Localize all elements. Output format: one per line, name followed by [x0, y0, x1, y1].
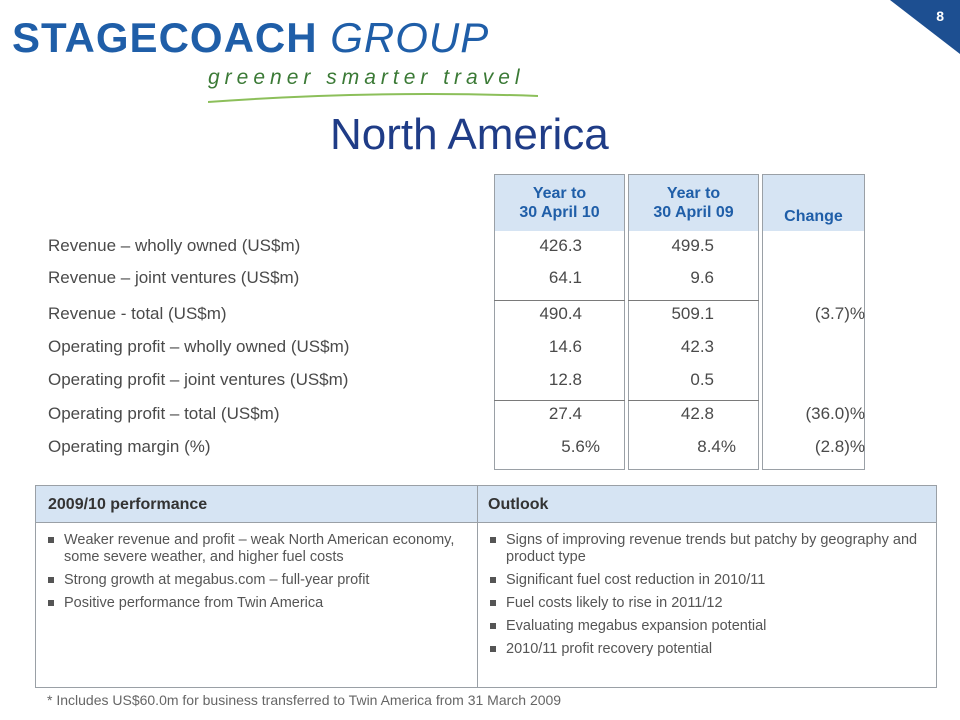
subtotal-rule	[628, 300, 759, 301]
row-value-2010: 5.6%	[561, 437, 600, 456]
row-value-change: (2.8)%	[814, 437, 865, 456]
row-value-2009: 9.6	[690, 268, 714, 287]
row-value-2010: 12.8	[548, 370, 582, 389]
performance-bullet: Weaker revenue and profit – weak North A…	[46, 532, 466, 566]
row-label: Revenue – joint ventures (US$m)	[48, 268, 300, 287]
row-value-2010: 64.1	[548, 268, 582, 287]
logo-swoosh-icon	[208, 93, 538, 103]
footnote: * Includes US$60.0m for business transfe…	[47, 692, 562, 708]
outlook-bullet: Significant fuel cost reduction in 2010/…	[488, 572, 928, 589]
subtotal-rule	[628, 400, 759, 401]
row-value-2010: 14.6	[548, 337, 582, 356]
page-number-badge: 8	[890, 0, 960, 54]
column-year-2009: Year to 30 April 09	[628, 174, 759, 470]
row-label: Operating profit – joint ventures (US$m)	[48, 370, 349, 389]
column-divider	[477, 486, 478, 687]
outlook-bullet: Evaluating megabus expansion potential	[488, 618, 928, 635]
outlook-heading: Outlook	[488, 496, 549, 513]
row-value-2009: 42.3	[680, 337, 714, 356]
stagecoach-logo: STAGECOACH GROUP greener smarter travel	[12, 14, 552, 104]
performance-heading: 2009/10 performance	[48, 496, 208, 513]
commentary-table-header: 2009/10 performance Outlook	[36, 486, 936, 523]
logo-wordmark-secondary: GROUP	[330, 14, 490, 61]
subtotal-rule	[494, 300, 625, 301]
commentary-table: 2009/10 performance Outlook Weaker reven…	[35, 485, 937, 688]
column-header-2010-line2: 30 April 10	[519, 204, 600, 221]
row-value-change: (36.0)%	[805, 404, 865, 423]
column-header-2009-line2: 30 April 09	[653, 204, 734, 221]
outlook-bullets: Signs of improving revenue trends but pa…	[488, 532, 928, 664]
performance-bullet: Positive performance from Twin America	[46, 595, 466, 612]
logo-wordmark-primary: STAGECOACH	[12, 14, 318, 61]
row-value-2009: 499.5	[671, 236, 714, 255]
logo-wordmark: STAGECOACH GROUP	[12, 14, 489, 62]
outlook-bullet: Fuel costs likely to rise in 2011/12	[488, 595, 928, 612]
row-value-2010: 490.4	[539, 304, 582, 323]
row-value-2009: 42.8	[680, 404, 714, 423]
performance-bullets: Weaker revenue and profit – weak North A…	[46, 532, 466, 618]
page-badge-shape-icon	[890, 0, 960, 54]
row-value-2010: 426.3	[539, 236, 582, 255]
row-label: Revenue – wholly owned (US$m)	[48, 236, 301, 255]
row-value-2009: 509.1	[671, 304, 714, 323]
column-header-2010: Year to 30 April 10	[495, 175, 624, 231]
column-header-change: Change	[763, 175, 864, 231]
row-label: Revenue - total (US$m)	[48, 304, 227, 323]
subtotal-rule	[494, 400, 625, 401]
row-label: Operating margin (%)	[48, 437, 211, 456]
page-number: 8	[936, 8, 944, 24]
outlook-bullet: 2010/11 profit recovery potential	[488, 641, 928, 658]
row-value-2009: 8.4%	[697, 437, 736, 456]
row-label: Operating profit – wholly owned (US$m)	[48, 337, 350, 356]
row-value-2010: 27.4	[548, 404, 582, 423]
row-value-2009: 0.5	[690, 370, 714, 389]
column-header-2009-line1: Year to	[666, 185, 721, 202]
column-year-2010: Year to 30 April 10	[494, 174, 625, 470]
performance-bullet: Strong growth at megabus.com – full-year…	[46, 572, 466, 589]
outlook-bullet: Signs of improving revenue trends but pa…	[488, 532, 928, 566]
row-label: Operating profit – total (US$m)	[48, 404, 280, 423]
column-change: Change	[762, 174, 865, 470]
logo-tagline: greener smarter travel	[208, 66, 525, 89]
row-value-change: (3.7)%	[814, 304, 865, 323]
page-title: North America	[330, 110, 609, 159]
column-header-2009: Year to 30 April 09	[629, 175, 758, 231]
column-header-2010-line1: Year to	[532, 185, 587, 202]
